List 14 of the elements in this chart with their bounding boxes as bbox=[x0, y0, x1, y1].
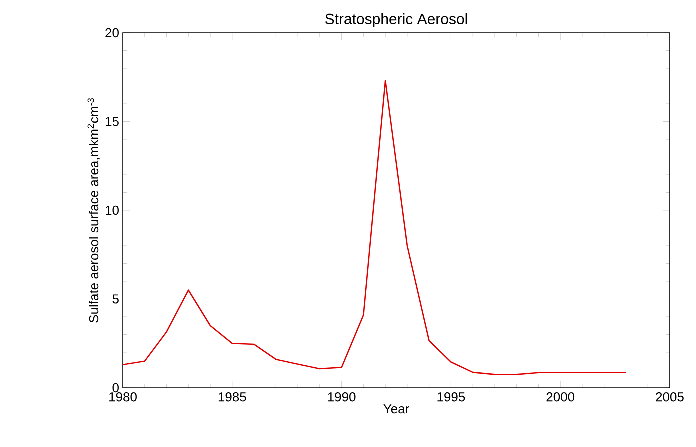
x-tick-label: 1995 bbox=[438, 392, 466, 402]
x-tick-label: 1985 bbox=[218, 392, 246, 402]
y-tick-label: 10 bbox=[106, 206, 119, 216]
y-tick-label: 0 bbox=[112, 383, 119, 393]
x-tick-label: 1990 bbox=[328, 392, 356, 402]
y-tick-label: 20 bbox=[106, 28, 119, 38]
x-tick-label: 2005 bbox=[656, 392, 684, 402]
y-tick-label: 5 bbox=[112, 294, 119, 304]
x-tick-label: 2000 bbox=[546, 392, 575, 402]
y-axis-title: Sulfate aerosol surface area,mkm$^{2}$cm$^{-3}$ bbox=[88, 98, 100, 323]
y-tick-label: 15 bbox=[106, 117, 119, 126]
chart-title: Stratospheric Aerosol bbox=[325, 13, 468, 28]
x-axis-title: Year bbox=[384, 404, 410, 414]
x-tick-label: 1980 bbox=[110, 392, 137, 402]
